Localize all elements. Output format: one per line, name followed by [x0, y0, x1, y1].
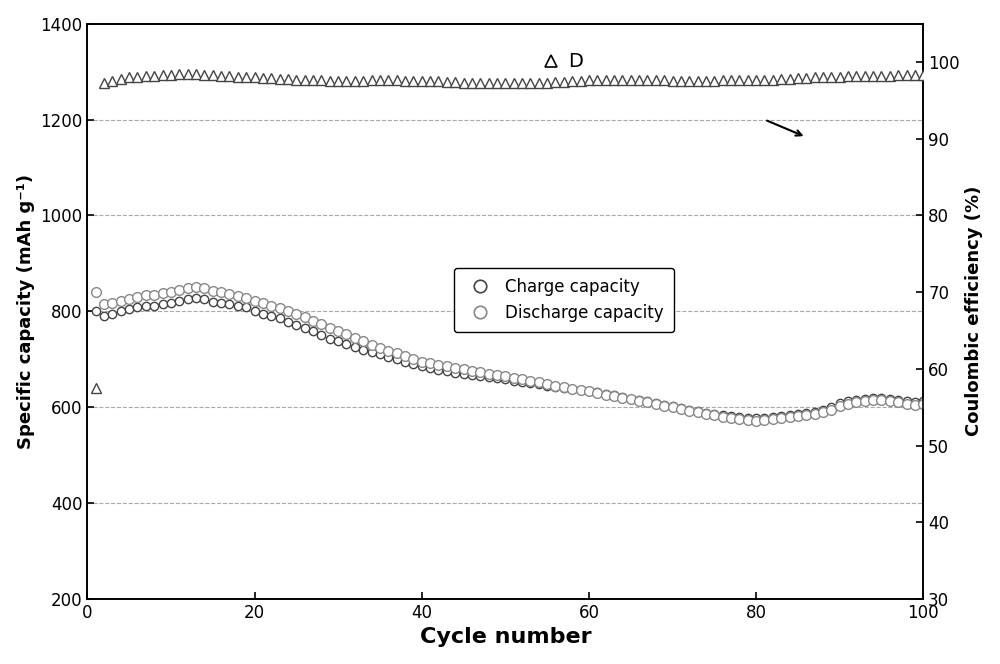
X-axis label: Cycle number: Cycle number [420, 627, 591, 647]
Text: D: D [568, 52, 583, 70]
Legend: Charge capacity, Discharge capacity: Charge capacity, Discharge capacity [454, 268, 674, 332]
Y-axis label: Specific capacity (mAh g⁻¹): Specific capacity (mAh g⁻¹) [17, 174, 35, 449]
Y-axis label: Coulombic efficiency (%): Coulombic efficiency (%) [965, 186, 983, 436]
